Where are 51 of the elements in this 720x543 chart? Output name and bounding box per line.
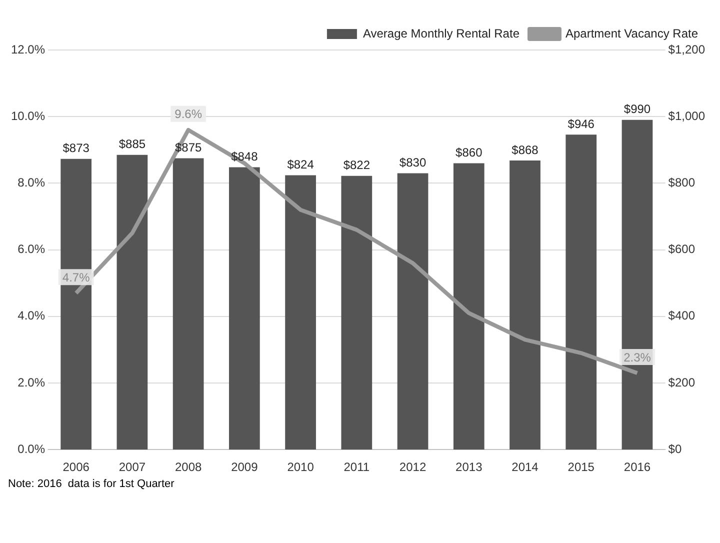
bar <box>453 163 484 450</box>
bar <box>229 167 260 450</box>
y-tick-label: 4.0% <box>18 308 46 323</box>
y-tick-label: 2.0% <box>18 375 46 390</box>
legend-label: Apartment Vacancy Rate <box>565 26 698 40</box>
y-tick-label: 6.0% <box>18 242 46 256</box>
data-label: $860 <box>456 146 483 160</box>
x-tick-label: 2012 <box>399 460 426 474</box>
x-tick-label: 2010 <box>287 460 314 474</box>
x-tick-label: 2016 <box>624 460 651 474</box>
x-tick-label: 2014 <box>512 460 539 474</box>
y2-tick-label: $1,200 <box>668 42 706 56</box>
data-label: $848 <box>231 150 258 164</box>
y2-tick-label: $200 <box>668 375 696 390</box>
data-label: 4.7% <box>62 270 90 284</box>
data-label: $830 <box>399 156 426 170</box>
bar <box>285 175 316 450</box>
data-label: $885 <box>118 137 146 152</box>
text: Note: 2016 data is for 1st Quarter <box>8 478 176 490</box>
y-tick-label: 12.0% <box>10 42 46 56</box>
data-label: 9.6% <box>174 107 202 122</box>
legend-label: Average Monthly Rental Rate <box>362 26 520 40</box>
x-tick-label: 2013 <box>456 460 483 474</box>
y2-tick-label: $0 <box>668 442 682 456</box>
y-tick-label: 8.0% <box>18 176 46 190</box>
x-tick-label: 2008 <box>174 460 202 474</box>
bar <box>172 158 204 450</box>
data-label: 2.3% <box>624 350 652 364</box>
bar <box>566 134 597 450</box>
data-label: $990 <box>624 102 651 116</box>
y-tick-label: 10.0% <box>10 108 46 123</box>
bar <box>397 173 428 450</box>
data-label: $868 <box>512 142 539 157</box>
y-tick-label: 0.0% <box>18 442 46 456</box>
y2-tick-label: $400 <box>668 308 696 323</box>
bar <box>341 176 372 450</box>
x-tick-label: 2006 <box>62 460 90 474</box>
data-label: $824 <box>287 158 314 172</box>
data-label: $875 <box>174 140 202 155</box>
y2-tick-label: $800 <box>668 176 696 190</box>
data-label: $822 <box>343 158 370 172</box>
bar <box>116 154 148 450</box>
x-tick-label: 2015 <box>568 460 595 474</box>
x-tick-label: 2009 <box>231 460 258 474</box>
data-label: $946 <box>568 116 595 131</box>
x-tick-label: 2007 <box>118 460 146 474</box>
y2-tick-label: $1,000 <box>668 108 706 123</box>
y2-tick-label: $600 <box>668 242 696 256</box>
data-label: $873 <box>62 141 90 156</box>
bar <box>510 160 540 450</box>
x-tick-label: 2011 <box>344 460 370 474</box>
